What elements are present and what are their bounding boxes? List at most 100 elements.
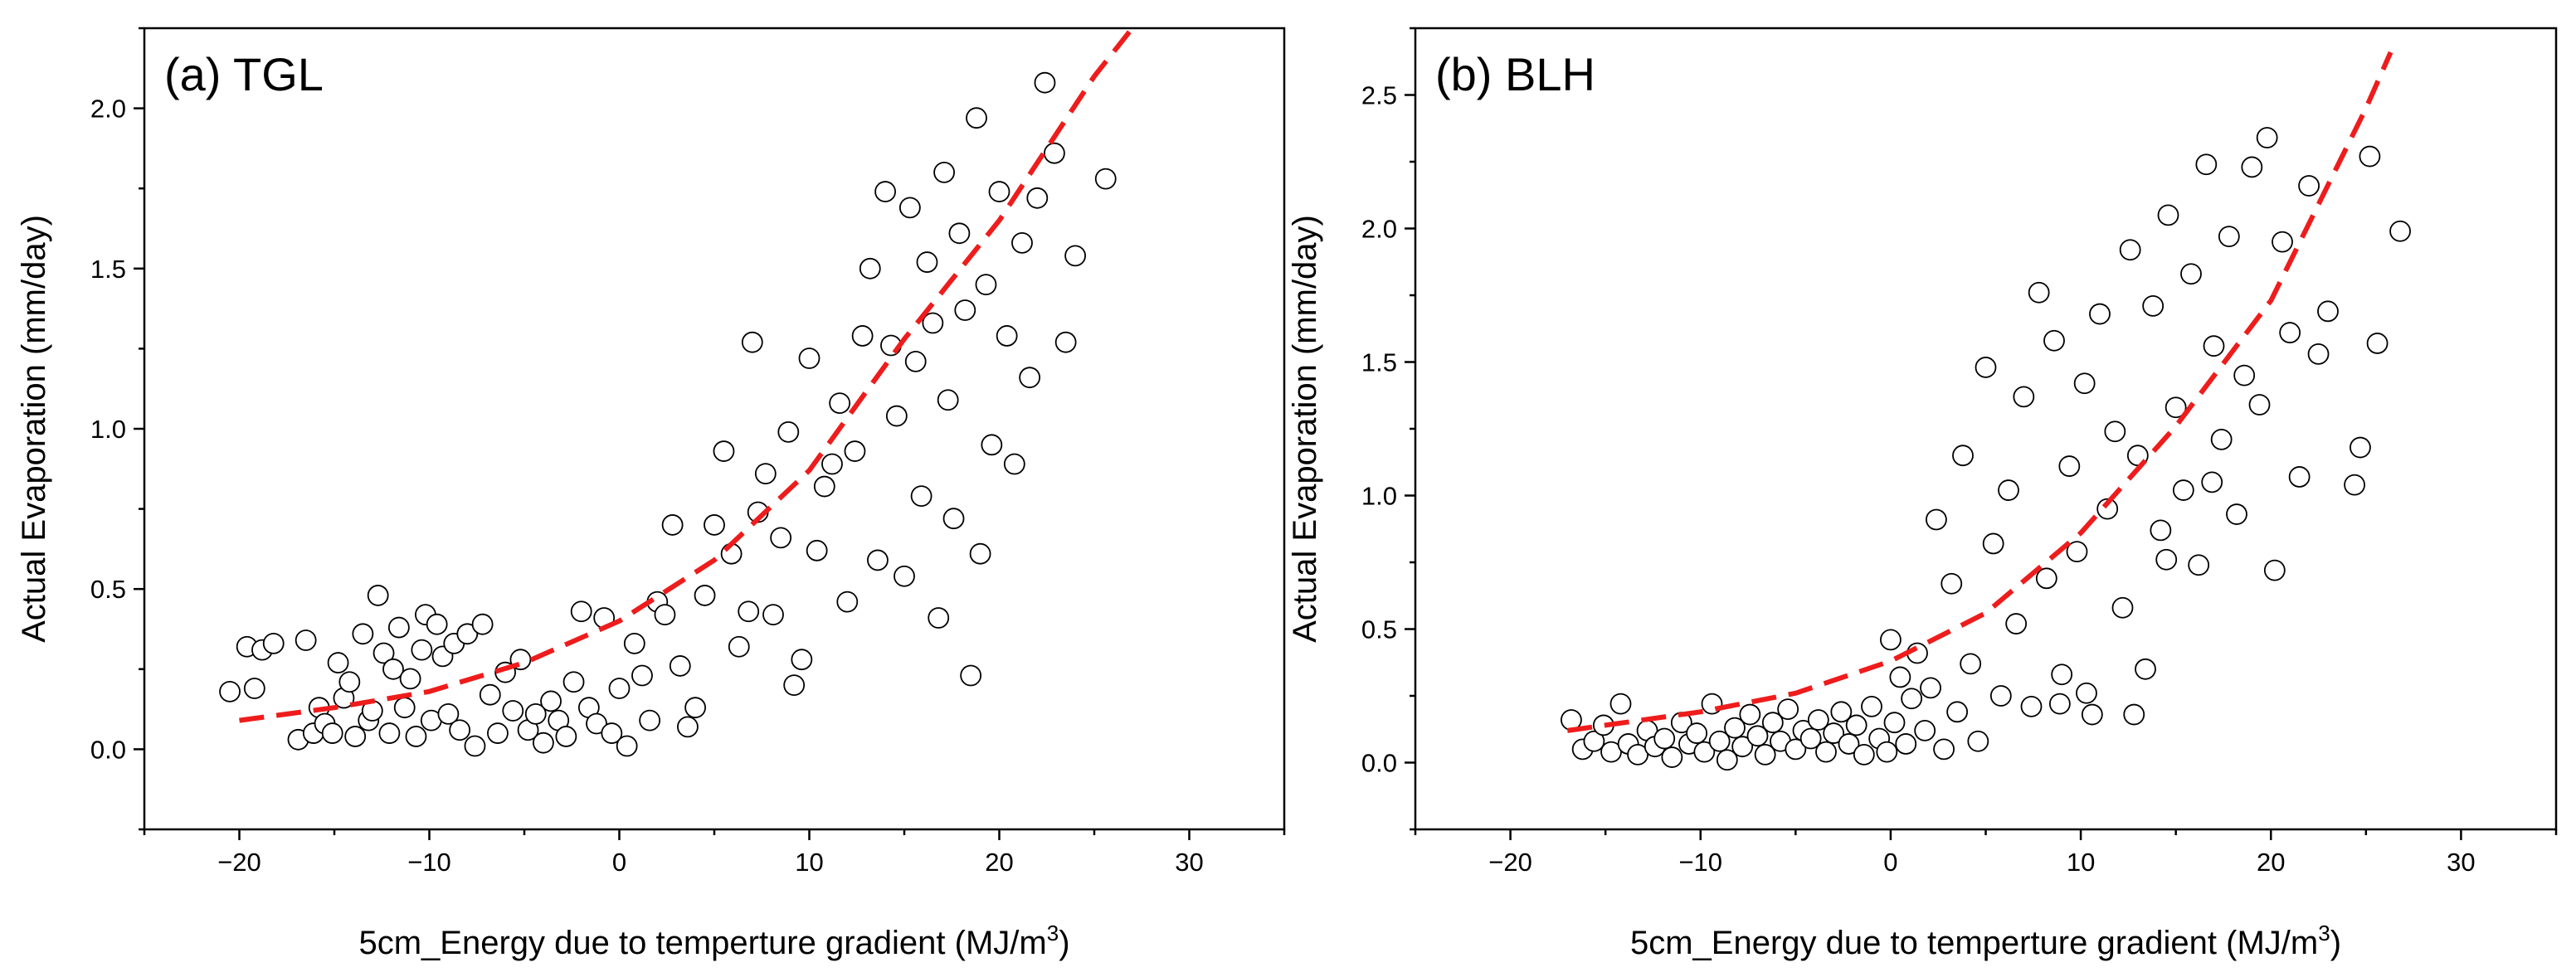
- scatter-point: [2048, 693, 2071, 715]
- scatter-point: [2226, 503, 2247, 525]
- scatter-point: [2165, 396, 2187, 419]
- scatter-point: [1716, 749, 1738, 771]
- scatter-point: [471, 613, 494, 635]
- y-tick-label: 1.5: [90, 255, 126, 284]
- scatter-point: [1761, 712, 1784, 734]
- scatter-point: [2123, 703, 2145, 726]
- scatter-point: [562, 671, 585, 693]
- scatter-point: [555, 726, 577, 747]
- y-axis-label: Actual Evaporation (mm/day): [16, 215, 52, 643]
- x-axis-label: 5cm_Energy due to temperture gradient (M…: [1630, 921, 2341, 961]
- scatter-point: [1845, 714, 1867, 736]
- scatter-point: [783, 674, 806, 697]
- scatter-point: [1026, 187, 1049, 209]
- scatter-point: [948, 222, 971, 245]
- panel-title: (b) BLH: [1435, 48, 1595, 100]
- scatter-point: [243, 678, 265, 699]
- scatter-point: [922, 312, 944, 334]
- scatter-point: [798, 348, 821, 369]
- scatter-point: [975, 274, 997, 296]
- scatter-point: [1989, 685, 2012, 707]
- scatter-point: [449, 719, 471, 741]
- scatter-point: [851, 325, 874, 347]
- scatter-point: [741, 331, 763, 353]
- scatter-point: [352, 623, 374, 645]
- scatter-point: [387, 616, 410, 639]
- scatter-point: [806, 539, 828, 561]
- scatter-point: [533, 732, 554, 754]
- scatter-point: [770, 527, 792, 549]
- scatter-point: [2119, 239, 2141, 261]
- scatter-point: [382, 658, 404, 680]
- scatter-point: [2020, 695, 2043, 717]
- scatter-point: [1815, 741, 1837, 763]
- scatter-point: [327, 652, 349, 673]
- scatter-point: [762, 604, 784, 626]
- scatter-point: [2150, 519, 2172, 542]
- scatter-point: [738, 600, 760, 623]
- scatter-point: [684, 697, 706, 719]
- scatter-point: [894, 565, 915, 587]
- scatter-point: [713, 440, 735, 462]
- x-tick-label: 20: [2257, 848, 2285, 877]
- x-tick-label: −10: [1678, 848, 1722, 877]
- scatter-point: [694, 585, 716, 606]
- scatter-point: [844, 440, 866, 462]
- scatter-point: [1746, 725, 1769, 747]
- scatter-point: [1054, 331, 1077, 353]
- scatter-point: [1914, 719, 1936, 741]
- scatter-point: [2051, 663, 2073, 686]
- scatter-point: [1708, 730, 1731, 752]
- scatter-point: [1895, 733, 1917, 755]
- scatter-point: [2058, 455, 2081, 477]
- scatter-point: [2389, 220, 2411, 242]
- scatter-point: [777, 420, 800, 443]
- panel-title: (a) TGL: [164, 48, 324, 100]
- x-tick-label: 30: [2447, 848, 2475, 877]
- scatter-point: [728, 635, 750, 658]
- scatter-point: [885, 405, 908, 427]
- scatter-point: [867, 549, 889, 571]
- scatter-point: [378, 722, 401, 744]
- scatter-point: [1003, 453, 1025, 475]
- scatter-point: [2317, 300, 2339, 323]
- scatter-point: [479, 683, 501, 706]
- scatter-point: [1967, 730, 1989, 752]
- scatter-point: [669, 655, 691, 677]
- scatter-point: [821, 453, 843, 475]
- scatter-point: [661, 514, 684, 536]
- scatter-point: [813, 475, 835, 498]
- scatter-point: [540, 690, 562, 712]
- scatter-point: [2035, 567, 2057, 590]
- scatter-point: [2359, 145, 2381, 168]
- scatter-point: [1889, 666, 1911, 688]
- scatter-point: [996, 325, 1018, 347]
- scatter-point: [1064, 245, 1086, 267]
- scatter-point: [487, 722, 509, 744]
- scatter-point: [1901, 688, 1923, 710]
- x-axis-label: 5cm_Energy due to temperture gradient (M…: [358, 921, 1069, 961]
- scatter-point: [2248, 394, 2271, 416]
- scatter-point: [2188, 554, 2210, 576]
- scatter-point: [677, 716, 699, 738]
- fit-curve: [1566, 51, 2393, 733]
- y-tick-label: 1.0: [1361, 482, 1397, 511]
- scatter-point: [2366, 333, 2389, 354]
- scatter-point: [437, 702, 460, 725]
- scatter-point: [1799, 727, 1822, 750]
- scatter-point: [1019, 367, 1041, 389]
- scatter-point: [2111, 596, 2134, 619]
- scatter-point: [1823, 722, 1845, 744]
- scatter-point: [1777, 698, 1799, 720]
- panel-tgl: −20 −10 0 10 20 30 0.0 0.5 1.0 1.5 2.0 (a) TGL 5cm_E…: [16, 27, 1286, 961]
- scatter-point: [2089, 303, 2111, 325]
- scatter-point: [1693, 741, 1716, 763]
- scatter-point: [1946, 701, 1969, 723]
- x-tick-label: 20: [985, 848, 1013, 877]
- x-tick-label: 30: [1175, 848, 1203, 877]
- scatter-point: [1926, 508, 1947, 531]
- x-tick-label: 0: [1883, 848, 1897, 877]
- scatter-point: [1600, 741, 1622, 763]
- scatter-point: [405, 726, 427, 747]
